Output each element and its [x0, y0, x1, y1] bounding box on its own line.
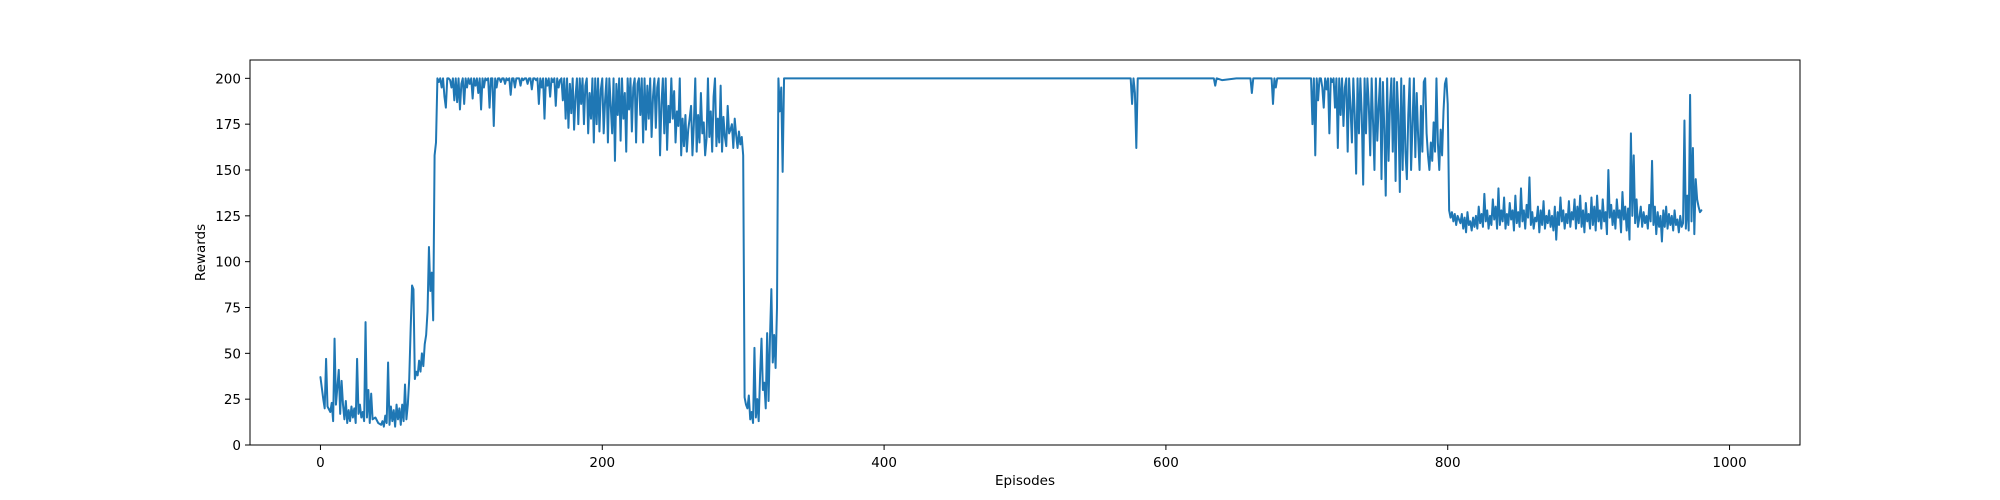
- y-tick-label: 75: [224, 301, 241, 317]
- y-axis-label: Rewards: [193, 224, 209, 281]
- y-tick-label: 200: [215, 71, 241, 87]
- y-tick-label: 100: [215, 255, 241, 271]
- y-axis-ticks: 0 25 50 75 100 125 150 175 200: [215, 71, 250, 454]
- plot-area: [319, 77, 1703, 428]
- y-tick-label: 150: [215, 163, 241, 179]
- axes-frame: [249, 59, 1801, 446]
- x-tick-label: 200: [589, 455, 615, 471]
- y-tick-label: 25: [224, 392, 241, 408]
- x-tick-label: 800: [1435, 455, 1461, 471]
- x-axis-label: Episodes: [995, 473, 1055, 489]
- y-tick-label: 50: [224, 346, 241, 362]
- y-tick-label: 125: [215, 209, 241, 225]
- y-tick-label: 175: [215, 117, 241, 133]
- x-tick-label: 600: [1153, 455, 1179, 471]
- x-tick-label: 1000: [1712, 455, 1746, 471]
- x-tick-label: 400: [871, 455, 897, 471]
- x-tick-label: 0: [316, 455, 325, 471]
- x-axis-ticks: 0 200 400 600 800 1000: [316, 445, 1747, 471]
- y-tick-label: 0: [232, 438, 241, 454]
- series-line-0: [319, 77, 1703, 428]
